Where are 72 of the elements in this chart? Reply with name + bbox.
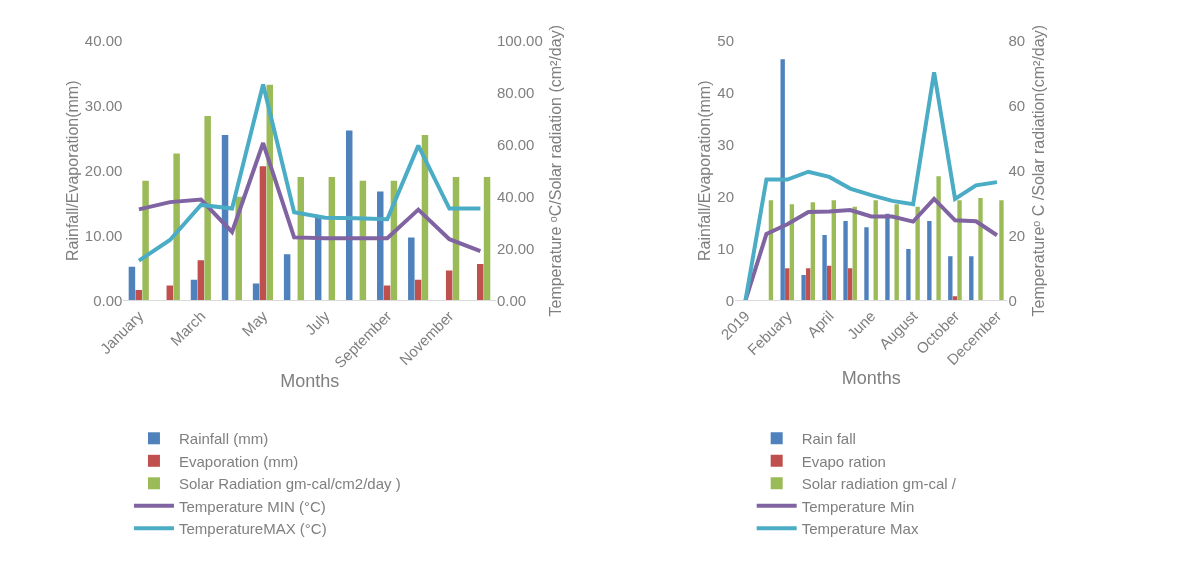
y2-tick-label: 100.00 [496, 32, 543, 50]
bar [283, 254, 291, 301]
bar [445, 270, 453, 301]
y-tick-label: 30.00 [84, 97, 123, 115]
bar [978, 197, 983, 301]
bar [377, 191, 384, 301]
y2-tick-label: 80 [1008, 32, 1026, 50]
y-tick-label: 50 [717, 32, 734, 50]
legend-label: Temperature Max [801, 520, 919, 538]
line-series [136, 141, 483, 254]
bar [414, 279, 422, 301]
line-series [743, 70, 999, 301]
bar [408, 237, 415, 301]
y-tick-label: 0.00 [93, 291, 123, 309]
bar [864, 227, 869, 301]
y2-tick-label: 40 [1008, 162, 1026, 180]
y-tick-label: 20.00 [84, 162, 123, 180]
y2-tick-label: 20 [1008, 226, 1026, 244]
bar [936, 176, 941, 301]
y2-axis-title: Temperature ᵒC/Solar radiation (cm²/day) [547, 25, 565, 317]
legend-label: Evapo ration [801, 452, 886, 470]
y2-tick-label: 80.00 [496, 84, 535, 102]
x-axis-title: Months [280, 371, 340, 392]
bar [999, 200, 1004, 301]
y-axis-title: Rainfall/Evaporation(mm) [696, 80, 714, 262]
y2-tick-label: 60.00 [496, 136, 535, 154]
bar [197, 260, 205, 301]
bar [906, 249, 911, 301]
bar [801, 274, 806, 301]
y2-tick-label: 60 [1008, 97, 1026, 115]
y2-tick-label: 20.00 [496, 239, 535, 257]
legend-label: Solar radiation gm-cal / [801, 475, 957, 493]
bar [135, 290, 142, 301]
bar [780, 59, 785, 301]
bar [822, 235, 827, 301]
y-tick-label: 0 [725, 291, 734, 309]
y-tick-label: 40 [717, 84, 734, 102]
x-tick-label: July [301, 306, 333, 339]
bar [483, 176, 491, 301]
line-series [136, 82, 483, 263]
legend-label: Temperature MIN (°C) [178, 497, 326, 515]
legend-label: Rainfall (mm) [178, 430, 269, 448]
bar [383, 285, 391, 301]
legend-label: Solar Radiation gm-cal/cm2/day ) [178, 475, 401, 493]
bar [142, 180, 149, 301]
legend-label: Rain fall [801, 430, 856, 448]
y2-tick-label: 0.00 [496, 291, 527, 309]
y-axis-title: Rainfall/Evaporation(mm) [63, 80, 81, 262]
y-tick-label: 40.00 [84, 32, 123, 50]
bar [915, 206, 920, 301]
legend-label: Temperature Min [801, 497, 915, 515]
bar [173, 153, 180, 301]
bar [166, 285, 174, 301]
y-tick-label: 10 [717, 239, 734, 257]
bar [957, 200, 962, 301]
y2-tick-label: 40.00 [496, 187, 535, 205]
x-axis-title: Months [841, 368, 901, 389]
bar [204, 116, 211, 301]
legend-label: TemperatureMAX (°C) [178, 520, 327, 538]
bar [948, 256, 953, 301]
bar [843, 221, 848, 301]
y-tick-label: 10.00 [84, 226, 123, 244]
y-tick-label: 20 [717, 187, 734, 205]
bar [969, 256, 974, 301]
bar [927, 221, 932, 301]
y2-axis-title: Temperatureᵒ C /Solar radiation(cm²/day) [1029, 25, 1047, 317]
y-tick-label: 30 [717, 136, 734, 154]
y2-tick-label: 0 [1008, 291, 1017, 309]
bar [128, 266, 136, 301]
bar [476, 264, 484, 301]
legend-label: Evaporation (mm) [178, 452, 299, 470]
bar [894, 204, 899, 301]
